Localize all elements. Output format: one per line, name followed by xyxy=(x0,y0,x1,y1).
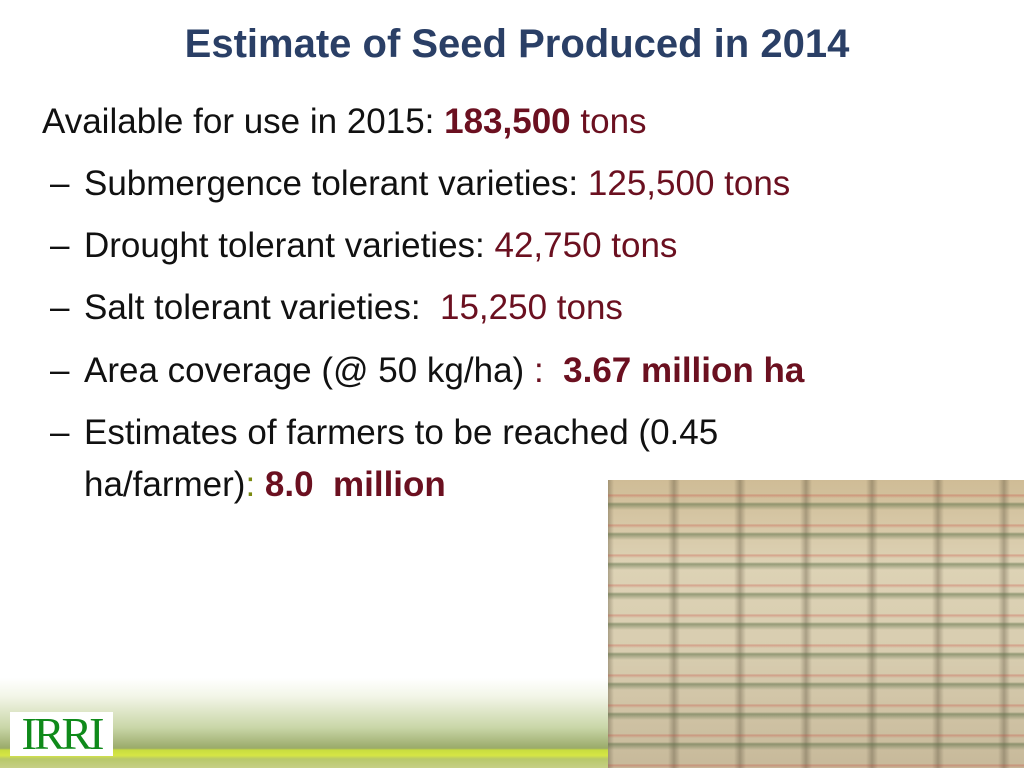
bullet-label: Submergence tolerant varieties: xyxy=(84,164,588,203)
bullet-area: – Area coverage (@ 50 kg/ha) : 3.67 milli… xyxy=(50,351,804,391)
bullet-farmers-cont: ha/farmer): 8.0 million xyxy=(84,465,446,505)
bullet-farmers: – Estimates of farmers to be reached (0.4… xyxy=(50,413,718,453)
bullet-value: 125,500 tons xyxy=(587,164,791,203)
slide-title: Estimate of Seed Produced in 2014 xyxy=(184,22,850,66)
bullet-sep: : xyxy=(533,351,564,390)
dash-icon: – xyxy=(50,288,70,327)
sack-pattern xyxy=(608,480,1024,768)
dash-icon: – xyxy=(50,226,70,265)
seed-sacks-photo xyxy=(608,480,1024,768)
dash-icon: – xyxy=(50,164,70,203)
dash-icon: – xyxy=(50,351,70,390)
available-label: Available for use in 2015: xyxy=(42,102,445,141)
available-value: 183,500 xyxy=(444,102,571,141)
bullet-salt: – Salt tolerant varieties: 15,250 tons xyxy=(50,288,623,328)
logo-text: IRRI xyxy=(21,708,105,759)
bullet-value: 3.67 million ha xyxy=(563,351,805,390)
bullet-value: 42,750 tons xyxy=(494,226,678,265)
dash-icon: – xyxy=(50,413,70,452)
bullet-label: Area coverage (@ 50 kg/ha) xyxy=(84,351,534,390)
bullet-label: Salt tolerant varieties: xyxy=(84,288,440,327)
bullet-submergence: – Submergence tolerant varieties: 125,500… xyxy=(50,164,790,204)
bullet-label-2: ha/farmer) xyxy=(84,465,246,504)
bullet-value: 8.0 million xyxy=(264,465,446,504)
bullet-label: Estimates of farmers to be reached (0.45 xyxy=(84,413,719,452)
available-unit: tons xyxy=(570,102,647,141)
bullet-value: 15,250 tons xyxy=(440,288,623,327)
bullet-sep: : xyxy=(245,465,265,504)
irri-logo: IRRI xyxy=(10,708,113,759)
bullet-label: Drought tolerant varieties: xyxy=(84,226,495,265)
bullet-drought: – Drought tolerant varieties: 42,750 tons xyxy=(50,226,677,266)
available-line: Available for use in 2015: 183,500 tons xyxy=(42,102,647,142)
